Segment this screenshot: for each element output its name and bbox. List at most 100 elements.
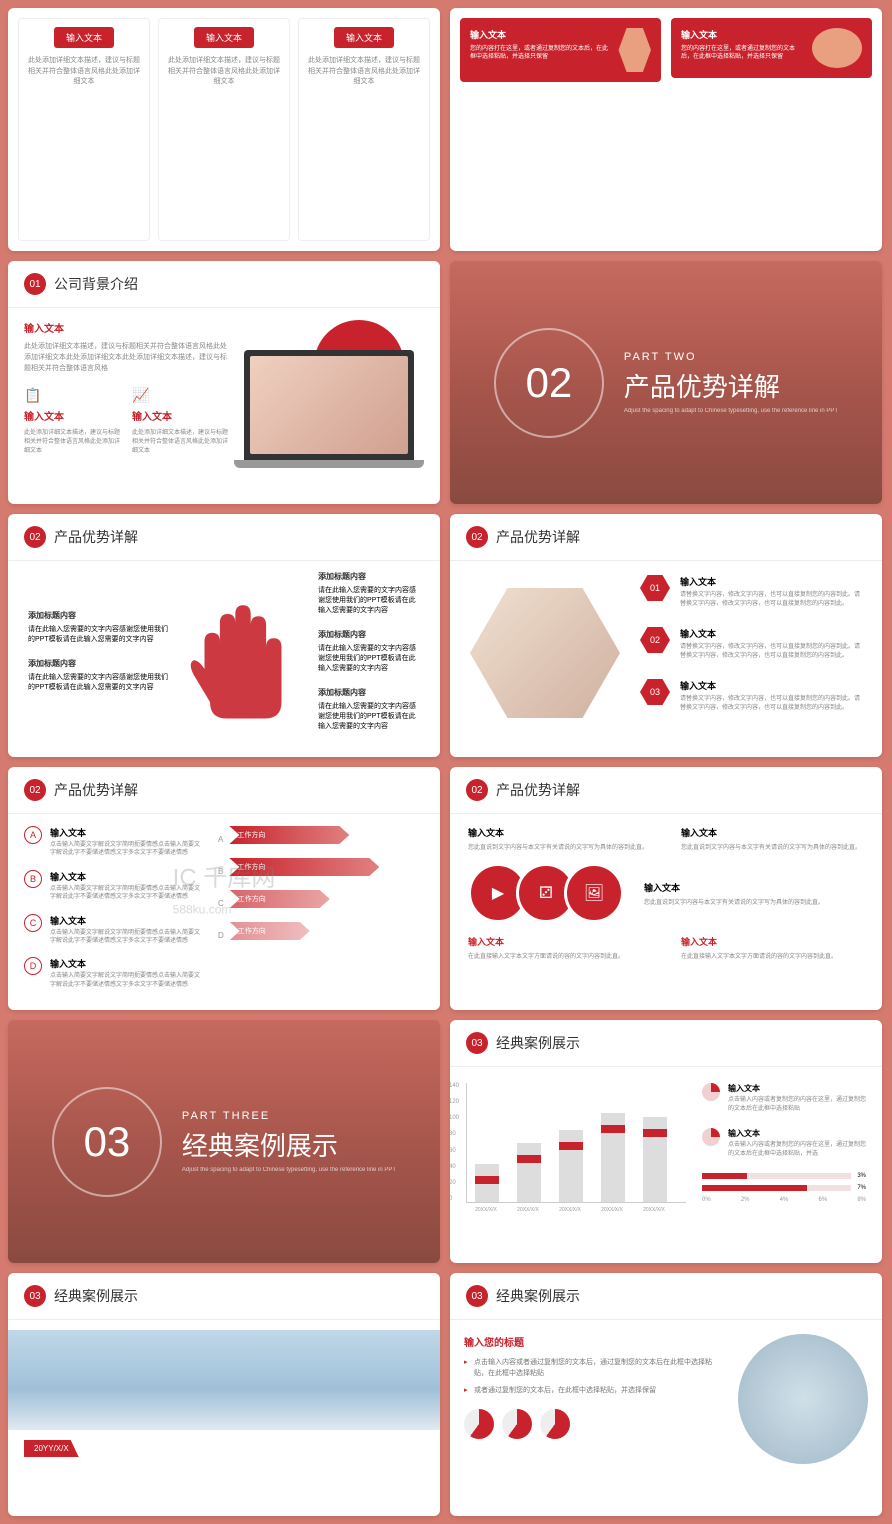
slide-circles-diagram: 02 产品优势详解 输入文本您此直说到文字内容与本文字有关请说的文字写为具体的容… (450, 767, 882, 1010)
item-number: 03 (640, 679, 670, 705)
section-subtitle: Adjust the spacing to adapt to Chinese t… (182, 1167, 396, 1173)
arrow: 工作方向 (230, 890, 330, 908)
item-desc: 请替换文字内容，修改文字内容，也可以直接复制您的内容到此。请替换文字内容，修改文… (680, 695, 862, 713)
info-card: 输入文本 您的内容打在这里，或者通过复制您的文本后，在此框中选择粘贴，并选择只保… (460, 18, 661, 82)
bullet-item: 点击输入内容或者通过复制您的文本后，通过复制您的文本后在此框中选择粘贴，在此框中… (464, 1357, 724, 1379)
letter-badge: C (24, 914, 42, 932)
section-badge: 02 (466, 526, 488, 548)
section-badge: 02 (24, 526, 46, 548)
item-number: 02 (640, 627, 670, 653)
progress-arc (464, 1409, 494, 1439)
item-desc: 点击输入简要文字解说文字简明扼要情感点击输入简要文字解说此字不要储述情感文字多余… (50, 885, 204, 902)
description: 此处添加详细文本描述，建议与标题相关并符合整体语言风格此处添加详细文本此处添加详… (24, 341, 228, 375)
item-title: 添加标题内容 (28, 658, 168, 669)
card-desc: 您的内容打在这里，或者通过复制您的文本后，在此框中选择粘贴，并选择只保留 (681, 45, 804, 62)
item-desc: 在此直接输入文字本文字方面请说的容的文字内容到此直。 (468, 951, 651, 960)
section-badge: 02 (24, 779, 46, 801)
subtitle: 输入您的标题 (464, 1334, 724, 1349)
progress-arc (502, 1409, 532, 1439)
item-title: 添加标题内容 (318, 571, 420, 582)
slide-header: 02 产品优势详解 (450, 514, 882, 561)
list-item: 02 输入文本请替换文字内容，修改文字内容，也可以直接复制您的内容到此。请替换文… (640, 627, 862, 661)
list-item: A输入文本点击输入简要文字解说文字简明扼要情感点击输入简要文字解说此字不要储述情… (24, 826, 204, 858)
list-item: D输入文本点击输入简要文字解说文字简明扼要情感点击输入简要文字解说此字不要储述情… (24, 957, 204, 989)
y-axis-labels: 140120100806040200 (450, 1083, 459, 1202)
item-desc: 在此直接输入文字本文字方面请说的容的文字内容到此直。 (681, 951, 864, 960)
arrow: 工作方向 (229, 826, 349, 844)
item-desc: 点击输入简要文字解说文字简明扼要情感点击输入简要文字解说此字不要储述情感文字多余… (50, 972, 204, 989)
text-badge: 输入文本 (334, 27, 394, 48)
section-badge: 02 (466, 779, 488, 801)
info-card: 输入文本 您的内容打在这里，或者通过复制您的文本后，在此框中选择粘贴，并选择只保… (671, 18, 872, 78)
slide-header: 02 产品优势详解 (450, 767, 882, 814)
circle-icon: 🖼 (564, 863, 624, 923)
section-number: 02 (494, 328, 604, 438)
arrow-label: A (218, 835, 223, 844)
item-title: 输入文本 (680, 627, 862, 640)
section-badge: 03 (24, 1285, 46, 1307)
item-number: 01 (640, 575, 670, 601)
card-desc: 您的内容打在这里，或者通过复制您的文本后，在此框中选择粘贴，并选择只保留 (470, 45, 610, 62)
text-badge: 输入文本 (194, 27, 254, 48)
slide-hand-diagram: 02 产品优势详解 添加标题内容请在此输入您需要的文字内容感谢您使用我们的PPT… (8, 514, 440, 757)
arrow-label: C (218, 899, 224, 908)
col-label: 输入文本 (132, 408, 228, 423)
slide-header: 01 公司背景介绍 (8, 261, 440, 308)
slide-bullet-circle: 03 经典案例展示 输入您的标题 点击输入内容或者通过复制您的文本后，通过复制您… (450, 1273, 882, 1516)
hand-icon (188, 588, 298, 728)
item-desc: 您此直说到文字内容与本文字有关请说的文字写为具体的容到此直。 (644, 897, 864, 906)
item-title: 输入文本 (50, 914, 204, 927)
item-title: 输入文本 (50, 870, 204, 883)
item-desc: 点击输入简要文字解说文字简明扼要情感点击输入简要文字解说此字不要储述情感文字多余… (50, 929, 204, 946)
item-desc: 点击输入简要文字解说文字简明扼要情感点击输入简要文字解说此字不要储述情感文字多余… (50, 841, 204, 858)
bullet-item: 或者通过复制您的文本后，在此框中选择粘贴，并选择保留 (464, 1385, 724, 1396)
card-label: 输入文本 (470, 28, 610, 41)
item-title: 输入文本 (728, 1128, 866, 1139)
slide-bar-chart: 03 经典案例展示 140120100806040200 20XX/X/X20X… (450, 1020, 882, 1263)
section-title: 经典案例展示 (182, 1126, 396, 1163)
arrow-label: D (218, 931, 224, 940)
description: 此处添加详细文本描述，建议与标题相关并符合整体语言风格此处添加详细文本 (167, 56, 281, 88)
item-desc: 点击输入内容或者复制您的内容在这里，通过复制您的文本后在此框中选择粘贴，并选 (728, 1141, 866, 1159)
item-title: 添加标题内容 (28, 610, 168, 621)
item-desc: 请在此输入您需要的文字内容感谢您使用我们的PPT模板请在此输入您需要的文字内容 (318, 585, 420, 615)
slide-header: 02 产品优势详解 (8, 767, 440, 814)
laptop-image (244, 350, 414, 460)
slide-header: 02 产品优势详解 (8, 514, 440, 561)
list-item: C 输入文本点击输入简要文字解说文字简明扼要情感点击输入简要文字解说此字不要储述情… (24, 914, 204, 946)
letter-badge: B (24, 870, 42, 888)
col-desc: 此处添加详细文本描述，建议与标题相关并符合整体语言风格此处添加详细文本 (132, 429, 228, 456)
item-title: 输入文本 (468, 935, 651, 948)
part-label: PART TWO (624, 351, 838, 363)
item-title: 输入文本 (681, 935, 864, 948)
section-subtitle: Adjust the spacing to adapt to Chinese t… (624, 408, 838, 414)
item-title: 输入文本 (681, 826, 864, 839)
hexagon-image (470, 588, 620, 718)
item-desc: 请在此输入您需要的文字内容感谢您使用我们的PPT模板请在此输入您需要的文字内容 (28, 624, 168, 644)
slide-title: 经典案例展示 (54, 1286, 138, 1306)
item-desc: 您此直说到文字内容与本文字有关请说的文字写为具体的容到此直。 (681, 842, 864, 851)
item-title: 输入文本 (50, 957, 204, 970)
item-title: 输入文本 (644, 881, 864, 894)
section-badge: 03 (466, 1285, 488, 1307)
slide-title: 经典案例展示 (496, 1286, 580, 1306)
col-label: 输入文本 (24, 408, 120, 423)
card-image (618, 28, 651, 72)
item-title: 添加标题内容 (318, 629, 420, 640)
circle-image (738, 1334, 868, 1464)
bar-chart: 140120100806040200 (466, 1083, 686, 1203)
column: 输入文本 此处添加详细文本描述，建议与标题相关并符合整体语言风格此处添加详细文本 (158, 18, 290, 241)
section-badge: 03 (466, 1032, 488, 1054)
list-item: 01 输入文本请替换文字内容，修改文字内容，也可以直接复制您的内容到此。请替换文… (640, 575, 862, 609)
section-badge: 01 (24, 273, 46, 295)
circle-diagram: ▶ ⚂ 🖼 (468, 863, 624, 923)
section-title: 产品优势详解 (624, 367, 838, 404)
item-title: 输入文本 (680, 575, 862, 588)
part-label: PART THREE (182, 1110, 396, 1122)
slide-title: 产品优势详解 (496, 780, 580, 800)
slide-header: 03 经典案例展示 (450, 1020, 882, 1067)
arrow-label: B (218, 867, 223, 876)
item-desc: 请在此输入您需要的文字内容感谢您使用我们的PPT模板请在此输入您需要的文字内容 (318, 701, 420, 731)
arrow: 工作方向 (229, 858, 379, 876)
city-image (8, 1330, 440, 1430)
